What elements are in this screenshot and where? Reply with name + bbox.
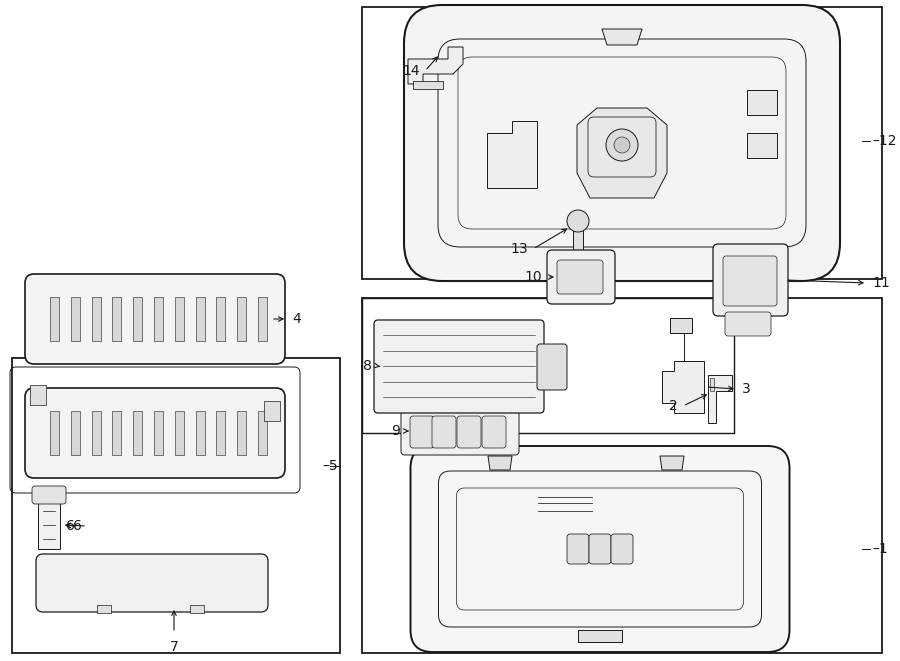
Polygon shape (216, 411, 225, 455)
Text: 10: 10 (525, 270, 542, 284)
Polygon shape (747, 133, 777, 158)
Text: –12: –12 (872, 134, 896, 148)
FancyBboxPatch shape (547, 250, 615, 304)
Polygon shape (413, 81, 443, 89)
Text: 7: 7 (169, 640, 178, 654)
Polygon shape (92, 411, 101, 455)
Polygon shape (238, 411, 247, 455)
Circle shape (567, 210, 589, 232)
Polygon shape (112, 297, 122, 341)
Polygon shape (71, 411, 80, 455)
Text: 3: 3 (742, 382, 751, 396)
Polygon shape (710, 378, 714, 391)
Polygon shape (488, 456, 512, 470)
Polygon shape (195, 297, 204, 341)
FancyBboxPatch shape (482, 416, 506, 448)
Polygon shape (408, 47, 463, 84)
Text: 11: 11 (872, 276, 890, 290)
Polygon shape (92, 297, 101, 341)
Text: 14: 14 (402, 64, 420, 78)
Polygon shape (264, 401, 280, 421)
FancyBboxPatch shape (611, 534, 633, 564)
FancyBboxPatch shape (537, 344, 567, 390)
Text: 9: 9 (392, 424, 400, 438)
FancyBboxPatch shape (457, 416, 481, 448)
FancyBboxPatch shape (410, 446, 789, 652)
Text: 6: 6 (73, 519, 82, 533)
FancyBboxPatch shape (725, 312, 771, 336)
FancyBboxPatch shape (36, 554, 268, 612)
Polygon shape (487, 121, 537, 188)
Polygon shape (154, 411, 163, 455)
Polygon shape (602, 29, 642, 45)
FancyBboxPatch shape (25, 388, 285, 478)
Polygon shape (38, 501, 60, 549)
Polygon shape (133, 297, 142, 341)
Polygon shape (258, 297, 267, 341)
Polygon shape (97, 605, 111, 613)
Text: 2: 2 (670, 399, 678, 413)
Polygon shape (660, 456, 684, 470)
Polygon shape (238, 297, 247, 341)
Polygon shape (175, 411, 184, 455)
Polygon shape (50, 297, 59, 341)
Text: 6: 6 (66, 519, 75, 533)
Polygon shape (30, 385, 46, 405)
Text: 13: 13 (510, 242, 528, 256)
FancyBboxPatch shape (12, 358, 340, 653)
Polygon shape (577, 108, 667, 198)
Polygon shape (708, 375, 732, 423)
Polygon shape (154, 297, 163, 341)
Circle shape (606, 129, 638, 161)
Text: 8: 8 (363, 359, 372, 373)
Polygon shape (258, 411, 267, 455)
Polygon shape (662, 361, 704, 413)
FancyBboxPatch shape (25, 274, 285, 364)
Polygon shape (578, 630, 622, 642)
FancyBboxPatch shape (723, 256, 777, 306)
FancyBboxPatch shape (432, 416, 456, 448)
Text: –5: –5 (322, 459, 338, 473)
Polygon shape (747, 90, 777, 115)
FancyBboxPatch shape (713, 244, 788, 316)
FancyBboxPatch shape (401, 407, 519, 455)
FancyBboxPatch shape (589, 534, 611, 564)
Polygon shape (190, 605, 204, 613)
Polygon shape (573, 227, 583, 259)
FancyBboxPatch shape (404, 5, 840, 281)
FancyBboxPatch shape (567, 534, 589, 564)
Circle shape (614, 137, 630, 153)
FancyBboxPatch shape (557, 260, 603, 294)
Polygon shape (133, 411, 142, 455)
Polygon shape (112, 411, 122, 455)
FancyBboxPatch shape (410, 416, 434, 448)
Text: –1: –1 (872, 542, 887, 556)
Polygon shape (71, 297, 80, 341)
Polygon shape (195, 411, 204, 455)
Polygon shape (216, 297, 225, 341)
Text: 4: 4 (292, 312, 301, 326)
Polygon shape (50, 411, 59, 455)
FancyBboxPatch shape (362, 298, 882, 653)
FancyBboxPatch shape (374, 320, 544, 413)
FancyBboxPatch shape (362, 298, 734, 433)
Polygon shape (670, 318, 692, 333)
FancyBboxPatch shape (362, 7, 882, 279)
Polygon shape (175, 297, 184, 341)
FancyBboxPatch shape (32, 486, 66, 504)
